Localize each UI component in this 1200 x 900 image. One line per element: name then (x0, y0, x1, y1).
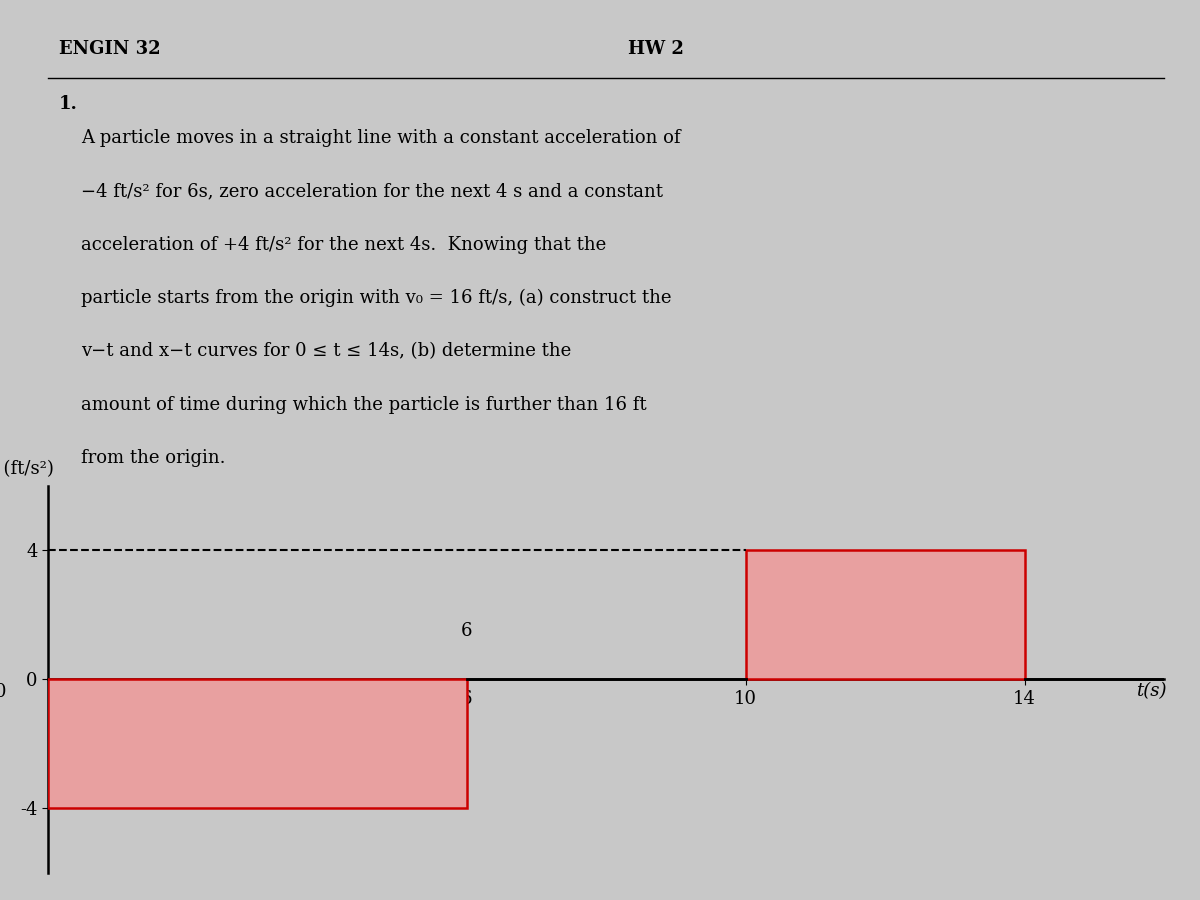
Text: t(s): t(s) (1136, 681, 1166, 699)
Bar (745, 550, 1025, 680)
Text: acceleration of +4 ft/s² for the next 4s.  Knowing that the: acceleration of +4 ft/s² for the next 4s… (82, 236, 607, 254)
Text: particle starts from the origin with v₀ = 16 ft/s, (a) construct the: particle starts from the origin with v₀ … (82, 289, 672, 307)
Text: from the origin.: from the origin. (82, 449, 226, 467)
Text: a (ft/s²): a (ft/s²) (0, 460, 54, 478)
Text: v−t and x−t curves for 0 ≤ t ≤ 14s, (b) determine the: v−t and x−t curves for 0 ≤ t ≤ 14s, (b) … (82, 342, 571, 360)
Text: HW 2: HW 2 (629, 40, 684, 58)
Text: 0: 0 (0, 683, 6, 701)
Text: A particle moves in a straight line with a constant acceleration of: A particle moves in a straight line with… (82, 130, 680, 148)
Text: 1.: 1. (59, 95, 78, 113)
Text: −4 ft/s² for 6s, zero acceleration for the next 4 s and a constant: −4 ft/s² for 6s, zero acceleration for t… (82, 183, 664, 201)
Text: 6: 6 (461, 622, 473, 640)
Text: ENGIN 32: ENGIN 32 (59, 40, 161, 58)
Bar (48, 680, 467, 808)
Text: amount of time during which the particle is further than 16 ft: amount of time during which the particle… (82, 396, 647, 414)
